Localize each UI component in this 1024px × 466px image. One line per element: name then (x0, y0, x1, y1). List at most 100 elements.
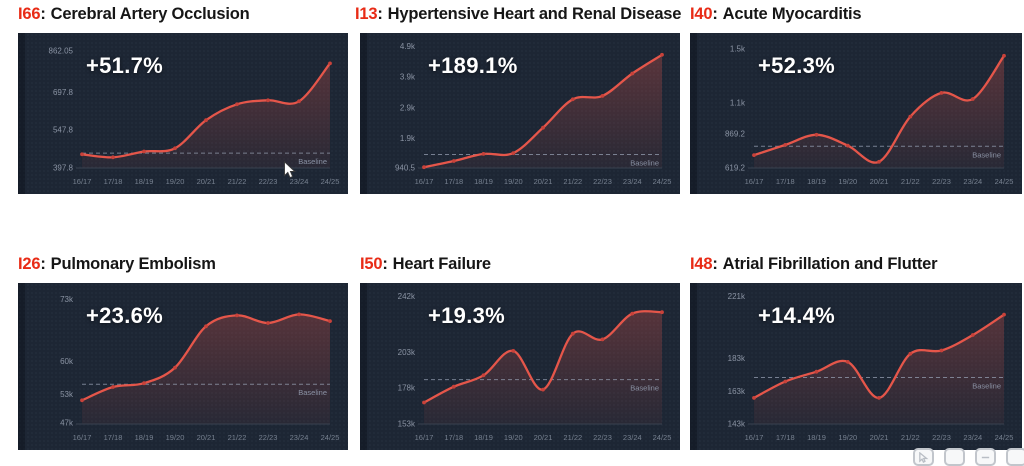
data-point-marker (80, 152, 84, 157)
x-tick-label: 21/22 (228, 177, 247, 186)
pointer-icon[interactable] (913, 448, 934, 466)
chart-code: I48 (690, 255, 713, 273)
x-tick-label: 22/23 (593, 177, 612, 186)
series-area (82, 63, 330, 168)
data-point-marker (877, 396, 881, 400)
baseline-label: Baseline (972, 150, 1001, 159)
title-separator: : (712, 255, 718, 273)
data-point-marker (266, 98, 270, 103)
data-point-marker (908, 351, 913, 356)
data-point-marker (752, 396, 756, 400)
data-point-marker (970, 333, 975, 337)
chart-code: I66 (18, 5, 41, 23)
x-tick-label: 20/21 (197, 177, 216, 186)
data-point-marker (845, 360, 850, 364)
chart-title-i66: I66: Cerebral Artery Occlusion (18, 5, 250, 24)
data-point-marker (204, 118, 208, 123)
chart-canvas-i48[interactable]: Baseline 221k 183k 163k 143k 16/17 17/18 18/19 1… (690, 283, 1022, 450)
data-point-marker (481, 152, 486, 156)
y-tick-label: 697.8 (53, 88, 74, 97)
y-tick-label: 397.8 (53, 164, 74, 173)
shape-square-icon[interactable] (944, 448, 965, 466)
data-point-marker (235, 313, 239, 318)
y-tick-label: 862.05 (49, 46, 74, 55)
data-point-marker (660, 310, 664, 315)
chart-canvas-i50[interactable]: Baseline 242k 203k 178k 153k 16/17 17/18 18/19 1… (360, 283, 680, 450)
x-tick-label: 19/20 (838, 433, 857, 442)
data-point-marker (877, 159, 881, 164)
chart-panel-i50: Baseline 242k 203k 178k 153k 16/17 17/18 18/19 1… (360, 283, 680, 450)
data-point-marker (541, 125, 545, 130)
x-tick-label: 22/23 (932, 177, 951, 186)
data-point-marker (630, 311, 635, 316)
data-point-marker (111, 155, 115, 160)
x-tick-label: 20/21 (197, 433, 216, 442)
x-tick-label: 18/19 (474, 433, 493, 442)
chart-name: Pulmonary Embolism (50, 255, 216, 273)
data-point-marker (814, 132, 819, 137)
x-tick-label: 18/19 (135, 177, 154, 186)
x-tick-label: 23/24 (963, 177, 982, 186)
data-point-marker (600, 337, 605, 342)
x-tick-label: 22/23 (259, 433, 278, 442)
chart-name: Hypertensive Heart and Renal Disease (387, 5, 682, 23)
y-tick-label: 869.2 (725, 130, 746, 139)
floating-toolbar (913, 448, 1024, 466)
data-point-marker (570, 97, 575, 102)
x-tick-label: 20/21 (534, 177, 553, 186)
y-tick-label: 203k (398, 348, 416, 357)
data-point-marker (600, 94, 605, 98)
x-tick-label: 18/19 (807, 177, 826, 186)
y-tick-label: 221k (728, 292, 746, 301)
baseline-label: Baseline (630, 159, 659, 168)
y-tick-label: 619.2 (725, 164, 746, 173)
chart-canvas-i66[interactable]: Baseline 862.05 697.8 547.8 397.8 16/17 17/18 1… (18, 33, 348, 194)
data-point-marker (481, 373, 486, 378)
data-point-marker (1002, 53, 1006, 58)
data-point-marker (328, 319, 332, 323)
y-tick-label: 1.9k (400, 134, 416, 143)
chart-title-i48: I48: Atrial Fibrillation and Flutter (690, 255, 938, 274)
shape-square-minus-icon[interactable] (975, 448, 996, 466)
data-point-marker (235, 102, 239, 107)
data-point-marker (570, 331, 575, 336)
data-point-marker (783, 379, 788, 384)
x-tick-label: 24/25 (995, 433, 1014, 442)
chart-title-i26: I26: Pulmonary Embolism (18, 255, 216, 274)
title-separator: : (712, 5, 718, 23)
shape-square-icon[interactable] (1006, 448, 1024, 466)
chart-title-i13: I13: Hypertensive Heart and Renal Disease (355, 5, 681, 24)
data-point-marker (814, 369, 819, 374)
title-separator: : (382, 255, 388, 273)
y-tick-label: 4.9k (400, 42, 416, 51)
x-tick-label: 21/22 (228, 433, 247, 442)
data-point-marker (541, 387, 545, 392)
chart-code: I26 (18, 255, 41, 273)
chart-name: Cerebral Artery Occlusion (50, 5, 250, 23)
chart-title-i40: I40: Acute Myocarditis (690, 5, 862, 24)
data-point-marker (173, 365, 177, 370)
chart-canvas-i40[interactable]: Baseline 1.5k 1.1k 869.2 619.2 16/17 17/18 18/1… (690, 33, 1022, 194)
chart-canvas-i13[interactable]: Baseline 4.9k 3.9k 2.9k 1.9k 940.5 16/17 17/18 1… (360, 33, 680, 194)
baseline-label: Baseline (972, 382, 1001, 391)
chart-panel-i26: Baseline 73k 60k 53k 47k 16/17 17/18 18/19 19/20… (18, 283, 348, 450)
x-tick-label: 24/25 (995, 177, 1014, 186)
y-tick-label: 1.5k (730, 45, 746, 54)
chart-panel-i40: Baseline 1.5k 1.1k 869.2 619.2 16/17 17/18 18/1… (690, 33, 1022, 194)
title-separator: : (40, 255, 46, 273)
x-tick-label: 21/22 (563, 177, 582, 186)
x-tick-label: 21/22 (901, 177, 920, 186)
x-tick-label: 20/21 (870, 433, 889, 442)
x-tick-label: 17/18 (104, 177, 123, 186)
x-tick-label: 16/17 (745, 177, 764, 186)
x-tick-label: 18/19 (807, 433, 826, 442)
y-tick-label: 3.9k (400, 73, 416, 82)
baseline-label: Baseline (298, 388, 327, 397)
y-tick-label: 242k (398, 292, 416, 301)
chart-canvas-i26[interactable]: Baseline 73k 60k 53k 47k 16/17 17/18 18/19 19/20… (18, 283, 348, 450)
y-tick-label: 178k (398, 384, 416, 393)
x-tick-label: 24/25 (653, 177, 672, 186)
data-point-marker (939, 91, 944, 95)
series-area (754, 314, 1004, 424)
data-point-marker (204, 324, 208, 329)
